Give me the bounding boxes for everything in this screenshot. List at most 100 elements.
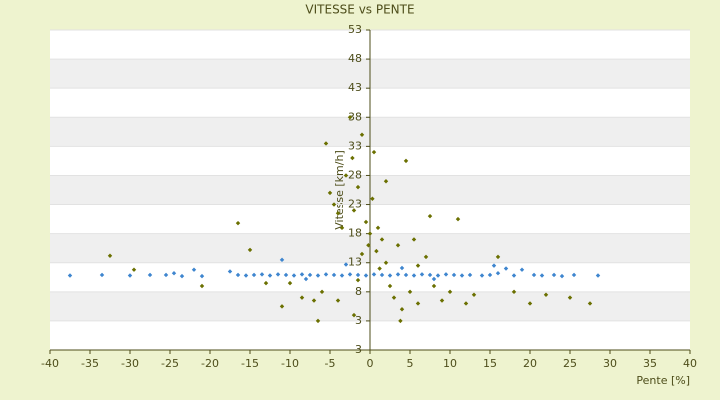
data-point	[377, 266, 382, 271]
data-point	[355, 277, 361, 283]
data-point	[335, 298, 341, 303]
data-point	[431, 283, 437, 289]
data-point	[391, 295, 397, 300]
data-point	[371, 272, 377, 277]
data-point	[359, 132, 365, 137]
data-point	[171, 270, 177, 276]
data-point	[427, 272, 433, 278]
data-point	[323, 141, 329, 146]
x-tick-label: 35	[643, 357, 657, 370]
y-tick-label: 53	[348, 23, 362, 36]
data-point	[315, 318, 321, 324]
data-point	[411, 237, 417, 242]
data-point	[431, 276, 437, 282]
data-point	[343, 173, 349, 178]
data-point	[463, 301, 469, 306]
data-point	[163, 272, 169, 278]
data-point	[374, 248, 379, 254]
x-tick-label: 40	[683, 357, 697, 370]
chart-title: VITESSE vs PENTE	[305, 3, 414, 17]
data-point	[259, 272, 265, 277]
data-point	[455, 216, 461, 222]
data-point	[343, 262, 349, 267]
x-tick-label: -25	[161, 357, 179, 370]
data-point	[383, 179, 389, 184]
data-point	[511, 273, 517, 278]
data-point	[355, 272, 361, 278]
data-point	[375, 225, 381, 231]
data-point	[351, 208, 357, 213]
x-tick-label: 5	[407, 357, 414, 370]
data-point	[291, 273, 297, 278]
data-point	[435, 273, 441, 278]
data-point	[179, 273, 185, 279]
data-point	[275, 272, 281, 277]
data-point	[439, 298, 445, 303]
data-point	[339, 273, 345, 278]
data-point	[199, 283, 205, 289]
data-point	[567, 295, 573, 300]
data-point	[491, 263, 497, 268]
data-point	[335, 211, 341, 216]
x-tick-label: -35	[81, 357, 99, 370]
data-point	[243, 273, 249, 278]
data-point	[366, 243, 371, 248]
data-point	[331, 272, 337, 278]
data-point	[331, 202, 337, 207]
data-point	[191, 267, 197, 272]
data-point	[519, 267, 525, 272]
data-point	[299, 295, 305, 300]
data-point	[399, 265, 405, 271]
y-tick-label: 8	[355, 285, 362, 298]
data-point	[419, 272, 425, 277]
data-point	[319, 289, 325, 295]
x-axis-title: Pente [%]	[636, 374, 690, 387]
x-tick-label: 30	[603, 357, 617, 370]
x-tick-label: 10	[443, 357, 457, 370]
y-tick-label: 33	[348, 139, 362, 152]
data-point	[235, 272, 241, 278]
data-point	[527, 301, 533, 306]
data-point	[427, 213, 433, 219]
data-point	[595, 273, 601, 278]
data-point	[370, 196, 375, 201]
x-tick-label: -30	[121, 357, 139, 370]
y-tick-label: 23	[348, 198, 362, 211]
data-point	[147, 272, 153, 278]
data-point	[235, 220, 241, 226]
data-point	[263, 280, 269, 286]
x-tick-label: 20	[523, 357, 537, 370]
data-point	[371, 149, 377, 155]
data-point	[415, 263, 421, 268]
data-point	[551, 272, 557, 278]
data-point	[467, 272, 473, 278]
data-point	[451, 272, 457, 278]
data-point	[383, 260, 389, 265]
data-point	[327, 190, 333, 196]
y-tick-label: 18	[348, 227, 362, 240]
data-point	[398, 318, 403, 324]
data-point	[127, 273, 133, 278]
data-point	[503, 266, 509, 271]
data-point	[67, 273, 73, 278]
data-point	[587, 301, 593, 306]
data-point	[359, 251, 365, 257]
data-point	[347, 115, 353, 120]
data-point	[399, 307, 405, 312]
data-point	[303, 276, 309, 282]
data-point	[363, 273, 369, 278]
data-point	[367, 231, 373, 236]
data-point	[247, 247, 253, 253]
data-point	[411, 273, 417, 278]
y-tick-label: 3	[355, 314, 362, 327]
data-point	[387, 273, 393, 278]
data-point	[99, 272, 105, 278]
data-point	[283, 272, 289, 278]
data-point	[511, 289, 517, 295]
data-point	[339, 225, 345, 231]
x-tick-label: 25	[563, 357, 577, 370]
y-tick-label: 13	[348, 256, 362, 269]
x-tick-label: -20	[201, 357, 219, 370]
data-point	[131, 267, 137, 272]
data-point	[443, 272, 449, 277]
